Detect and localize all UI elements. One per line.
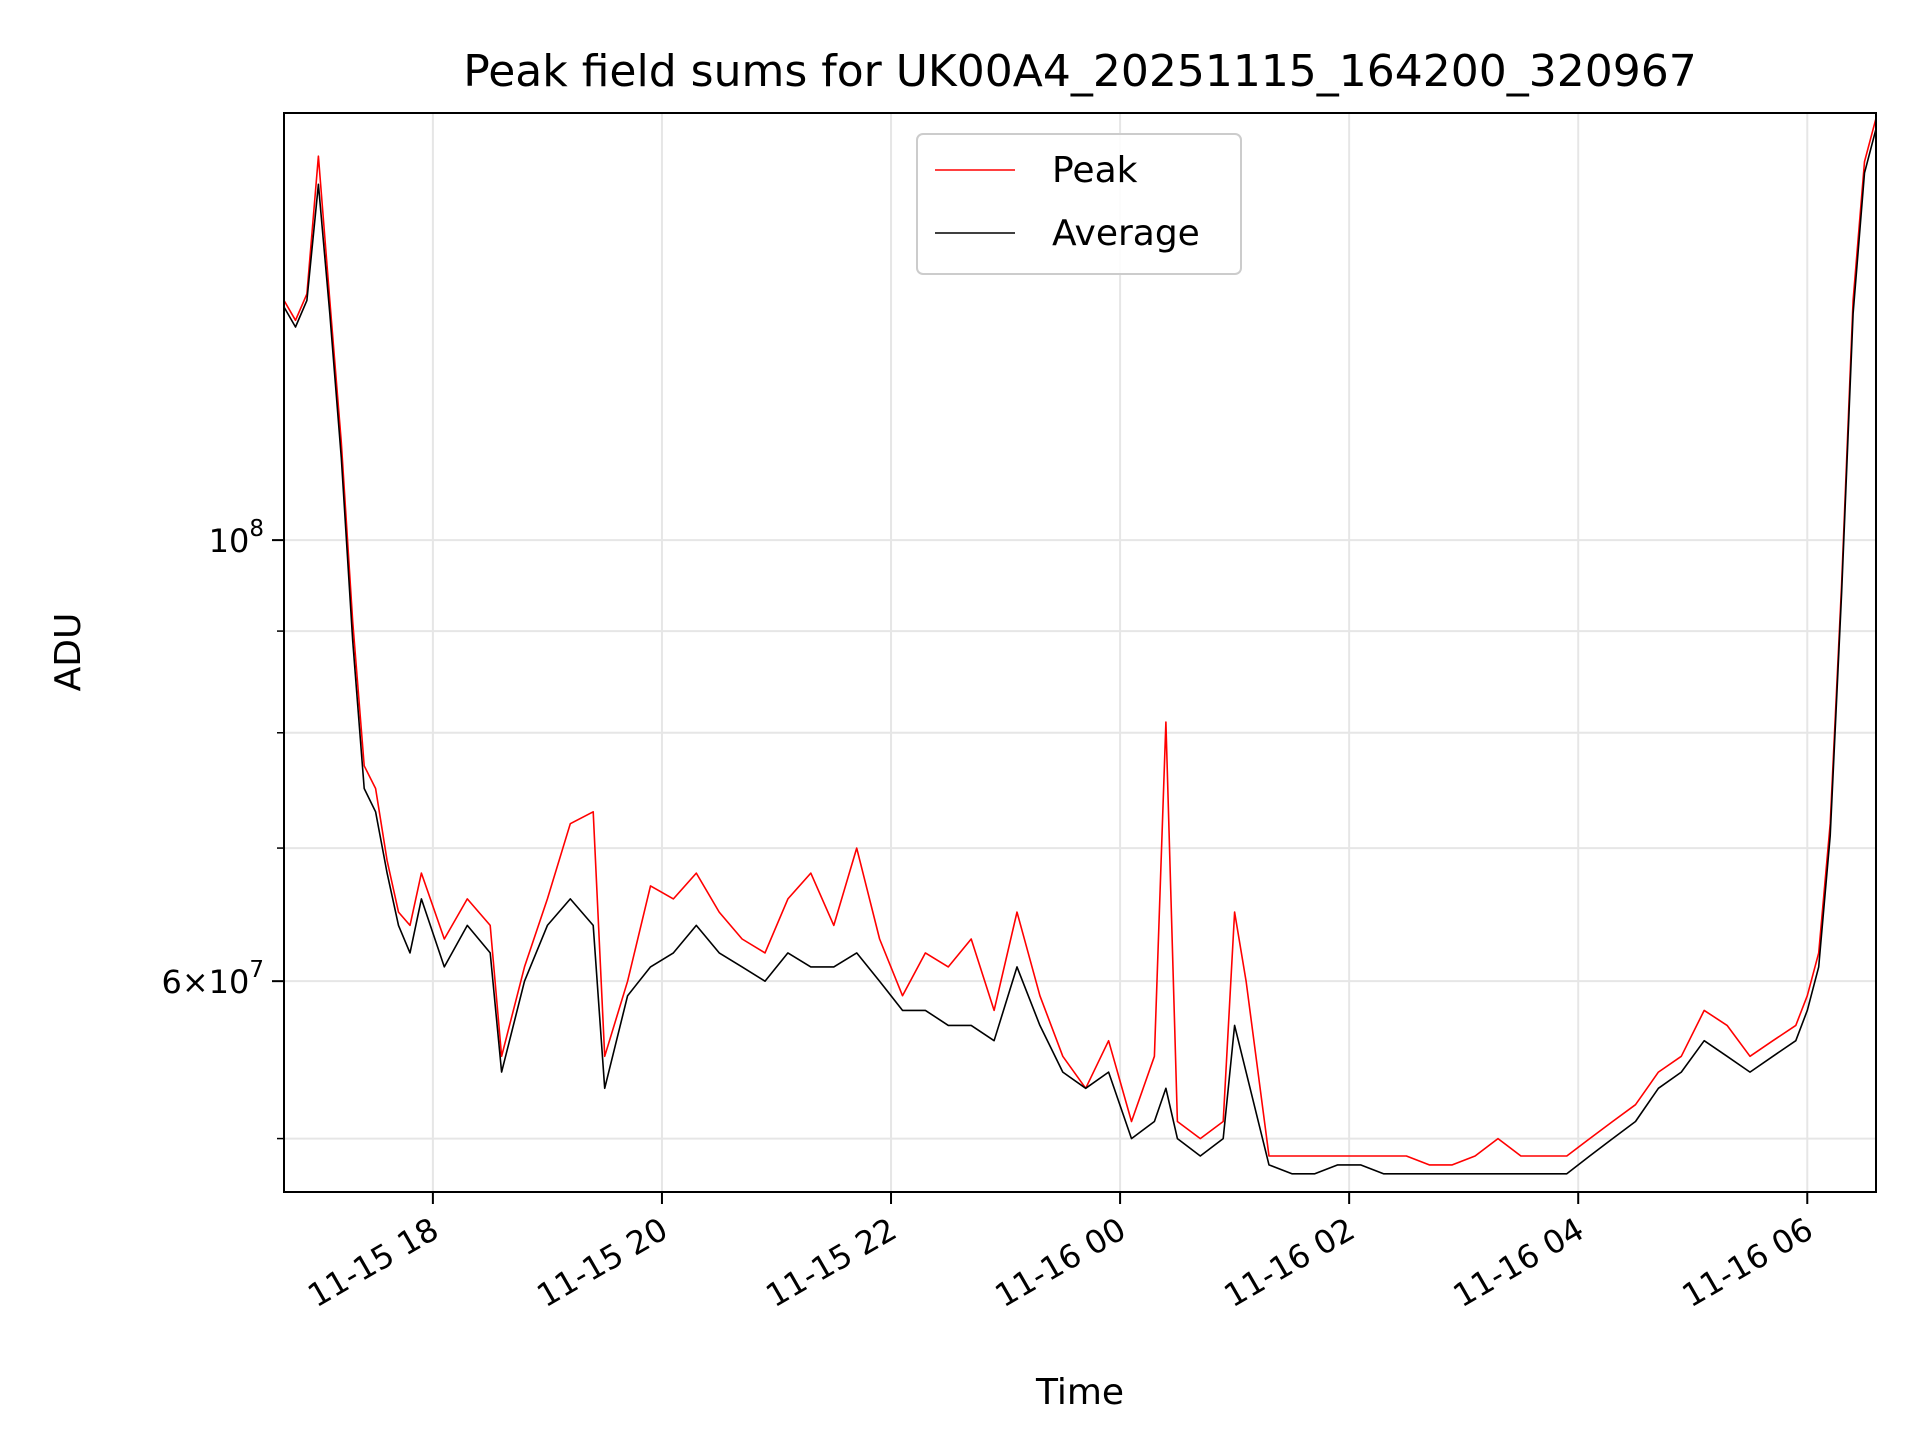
y-tick-mantissa: 6 bbox=[161, 963, 181, 1001]
legend-label-average: Average bbox=[1052, 213, 1200, 254]
series-line-peak bbox=[283, 118, 1877, 1166]
chart-title: Peak field sums for UK00A4_20251115_1642… bbox=[463, 46, 1696, 97]
x-axis-label: Time bbox=[1035, 1372, 1124, 1413]
y-tick-exponent: 8 bbox=[249, 516, 264, 542]
series-line-average bbox=[283, 128, 1877, 1175]
y-tick-label: 6×107 bbox=[161, 957, 264, 1001]
y-tick-label: 108 bbox=[209, 516, 264, 560]
legend: Peak Average bbox=[916, 133, 1242, 275]
legend-box bbox=[916, 133, 1242, 275]
y-tick-base: 10 bbox=[209, 522, 250, 560]
series-lines bbox=[283, 118, 1877, 1175]
legend-label-peak: Peak bbox=[1052, 150, 1138, 191]
y-tick-base: 10 bbox=[209, 963, 250, 1001]
y-axis-label: ADU bbox=[48, 613, 89, 692]
grid bbox=[284, 113, 1876, 1192]
plot-frame bbox=[283, 112, 1877, 1193]
y-tick-exponent: 7 bbox=[249, 957, 264, 983]
